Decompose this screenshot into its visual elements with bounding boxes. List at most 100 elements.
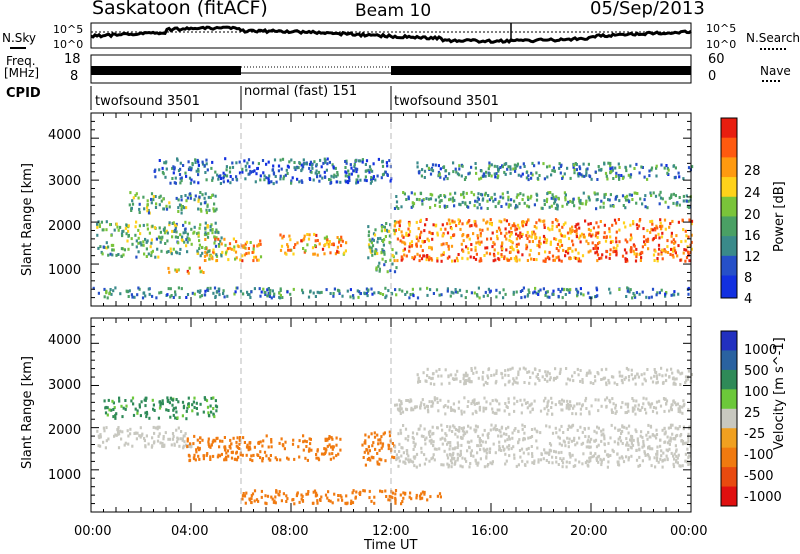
power-cell (371, 244, 375, 248)
power-cell (195, 169, 198, 173)
power-cell (296, 177, 299, 181)
velocity-cell (409, 491, 412, 495)
power-cell (225, 251, 228, 255)
power-cell (461, 200, 464, 204)
power-cell (585, 173, 588, 177)
velocity-cell (669, 423, 673, 427)
power-cell (271, 289, 274, 293)
velocity-cell (466, 449, 469, 453)
velocity-cell (185, 417, 188, 421)
velocity-cell (145, 434, 148, 438)
power-cell (197, 163, 200, 167)
power-cell (197, 233, 200, 237)
velocity-cell (99, 435, 102, 439)
power-cell (177, 286, 180, 290)
power-cell (359, 178, 362, 182)
power-cell (505, 162, 508, 166)
velocity-cell (394, 492, 397, 496)
power-cell (569, 288, 572, 292)
power-cell (109, 288, 112, 291)
power-cell (604, 171, 608, 175)
velocity-cell (484, 440, 487, 444)
power-cell (531, 173, 534, 177)
velocity-cell (210, 443, 213, 447)
power-cell (174, 293, 177, 297)
velocity-cell (419, 406, 422, 410)
power-cell (500, 245, 503, 249)
power-cell (369, 249, 372, 253)
velocity-cell (504, 373, 507, 377)
power-cell (434, 203, 437, 207)
power-cell (253, 287, 256, 291)
power-cell (526, 259, 529, 262)
power-cell (579, 234, 582, 238)
power-cell (527, 174, 530, 178)
velocity-cell (666, 368, 669, 372)
velocity-cell (520, 411, 523, 415)
power-cell (461, 256, 464, 260)
power-cell (184, 220, 187, 224)
power-cell (514, 258, 517, 262)
velocity-cell (170, 443, 173, 447)
power-cell (493, 172, 496, 176)
power-cell (148, 231, 151, 235)
velocity-cell (498, 448, 501, 452)
velocity-cell (452, 402, 455, 406)
velocity-cell (264, 501, 267, 505)
velocity-cell (235, 451, 238, 455)
power-cell (374, 178, 377, 182)
velocity-cell (332, 445, 335, 449)
power-cell (587, 227, 590, 231)
power-cell (137, 196, 140, 200)
velocity-cell (138, 434, 141, 438)
power-cell (558, 166, 561, 170)
power-cell (431, 163, 435, 167)
velocity-cell (624, 411, 627, 415)
power-colorbar-cell (721, 154, 737, 158)
power-cell (569, 176, 572, 180)
power-cell (687, 235, 690, 239)
power-cell (332, 242, 335, 246)
velocity-cell (158, 406, 162, 410)
power-cell (168, 223, 171, 227)
velocity-cell (681, 439, 685, 443)
power-cell (251, 170, 255, 174)
velocity-cell (380, 446, 383, 450)
power-cell (345, 241, 348, 245)
velocity-cell (399, 431, 403, 435)
velocity-cell (566, 377, 570, 381)
power-cell (452, 161, 455, 165)
velocity-cell (402, 460, 405, 464)
power-cell (393, 259, 396, 263)
velocity-cell (271, 497, 274, 501)
velocity-cell (452, 408, 455, 412)
velocity-cell (229, 438, 232, 442)
velocity-cell (494, 428, 498, 432)
power-cell (380, 251, 383, 254)
velocity-cell (618, 435, 622, 439)
velocity-cell (447, 465, 450, 469)
velocity-cell (428, 376, 431, 380)
power-cell (402, 249, 405, 253)
velocity-cell (364, 441, 367, 445)
velocity-cell (337, 452, 340, 456)
power-cell (235, 177, 238, 181)
power-colorbar-cell (721, 286, 737, 291)
velocity-cell (283, 447, 286, 451)
power-cell (543, 226, 546, 229)
velocity-cell (677, 427, 680, 431)
power-cell (501, 165, 504, 169)
power-cell (197, 160, 200, 164)
velocity-cell (678, 464, 681, 468)
velocity-cell (565, 460, 568, 464)
power-cell (173, 181, 176, 185)
power-cell (266, 294, 269, 298)
station-title: Saskatoon (fitACF) (92, 0, 268, 19)
power-cell (504, 172, 507, 176)
power-cell (418, 236, 421, 240)
velocity-cell (549, 449, 553, 453)
velocity-cell (611, 448, 614, 452)
power-cell (629, 238, 632, 242)
power-cell (484, 246, 487, 250)
power-cell (226, 294, 229, 298)
